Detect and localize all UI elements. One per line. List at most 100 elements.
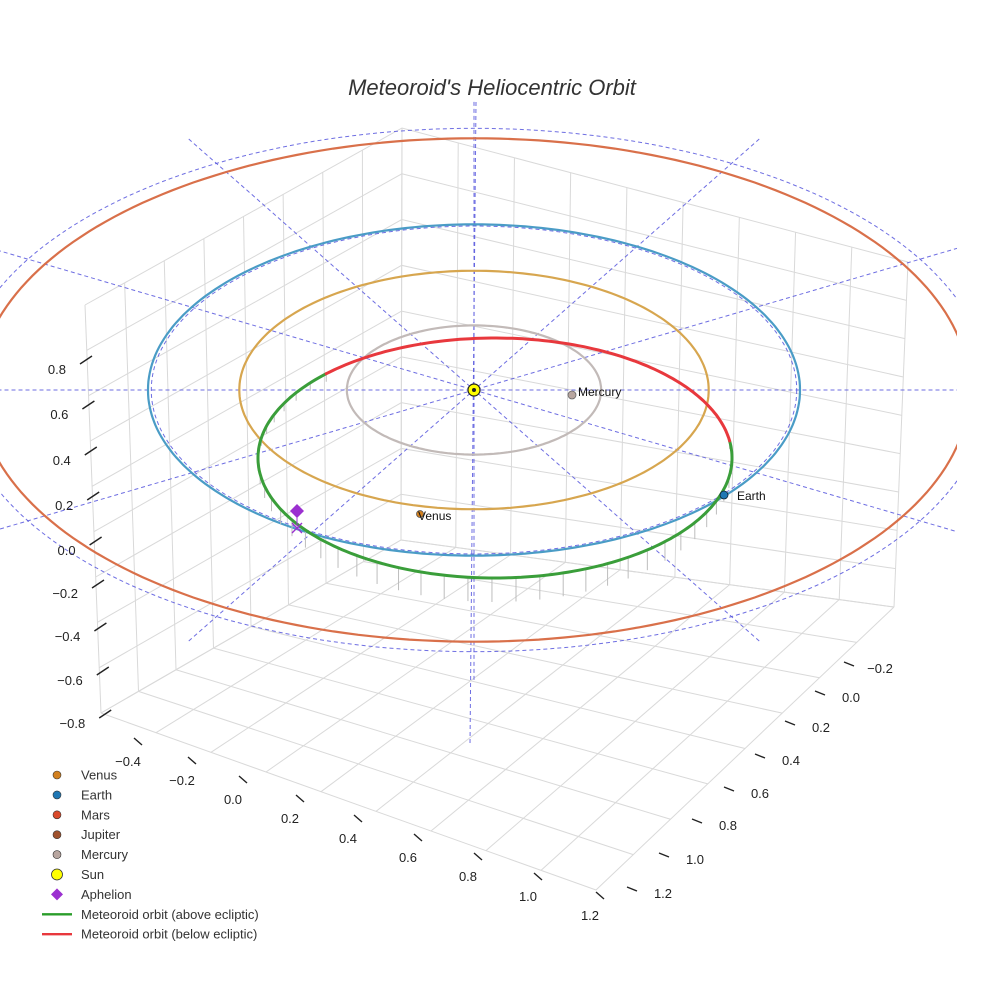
grid-line xyxy=(163,260,177,670)
grid-line xyxy=(100,539,402,714)
x-tick xyxy=(238,775,248,784)
legend-item: Venus xyxy=(52,768,118,783)
grid-line xyxy=(213,647,708,785)
x-tick-label: 0.0 xyxy=(224,792,242,807)
grid-line xyxy=(540,599,840,871)
z-tick xyxy=(98,709,112,719)
grid-line xyxy=(288,604,783,714)
grid-line xyxy=(619,187,628,570)
ecliptic-guides xyxy=(0,100,957,746)
mercury-marker xyxy=(567,390,577,400)
legend: Venus Earth Mars Jupiter Mercury Sun Aphelion M… xyxy=(42,768,259,942)
x-tick xyxy=(133,737,143,746)
grid-line xyxy=(838,247,853,600)
z-tick-label: −0.2 xyxy=(52,586,78,601)
legend-item: Mercury xyxy=(52,847,128,862)
x-tick-label: 0.2 xyxy=(281,811,299,826)
mercury-label: Mercury xyxy=(578,385,621,399)
x-tick xyxy=(533,872,543,881)
grid-line xyxy=(138,690,634,856)
earth-label: Earth xyxy=(737,489,766,503)
y-tick-label: 1.0 xyxy=(686,852,704,867)
z-tick xyxy=(96,666,110,676)
z-tick xyxy=(94,622,107,632)
y-tick-label: 0.6 xyxy=(751,786,769,801)
sun-core xyxy=(472,388,476,392)
grid-line xyxy=(361,150,364,562)
grid-line xyxy=(155,547,457,734)
legend-label: Sun xyxy=(81,867,104,882)
grid-line xyxy=(430,584,730,832)
venus-label: Venus xyxy=(418,509,451,523)
legend-item: Jupiter xyxy=(52,827,121,842)
grid-line xyxy=(97,447,898,623)
legend-marker xyxy=(51,868,63,881)
y-tick xyxy=(691,818,703,824)
x-tick xyxy=(353,814,363,823)
vertical-guide xyxy=(469,101,477,746)
legend-item: Meteoroid orbit (above ecliptic) xyxy=(42,907,259,922)
x-tick xyxy=(295,794,305,803)
y-tick xyxy=(784,720,796,726)
meteoroid-orbit-below xyxy=(324,336,732,443)
x-tick-label: 1.2 xyxy=(581,908,599,923)
grid-line xyxy=(124,282,139,692)
orbit-venus xyxy=(238,269,710,511)
y-tick xyxy=(814,690,826,696)
legend-item: Meteoroid orbit (below ecliptic) xyxy=(42,927,257,942)
grid-line xyxy=(203,238,214,649)
y-tick xyxy=(754,753,766,759)
x-tick-label: 1.0 xyxy=(519,889,537,904)
legend-marker xyxy=(52,810,62,820)
grid-line xyxy=(98,493,896,669)
axes: 0.8 0.6 0.4 0.2 0.0 −0.2 −0.4 −0.6 −0.8 −0.4 −0.2 0… xyxy=(48,355,893,923)
z-tick xyxy=(84,446,98,456)
grid-line xyxy=(455,142,459,548)
meteoroid-orbit-above xyxy=(256,372,734,580)
grid-line xyxy=(325,582,820,679)
chart-title: Meteoroid's Heliocentric Orbit xyxy=(348,75,637,100)
orbit-earth xyxy=(146,223,802,557)
grid-line xyxy=(86,173,907,351)
y-tick-label: 0.4 xyxy=(782,753,800,768)
legend-marker xyxy=(51,888,63,901)
legend-item: Aphelion xyxy=(51,887,132,902)
grid-line xyxy=(100,712,597,891)
z-tick xyxy=(86,491,100,501)
legend-marker xyxy=(52,770,62,780)
grid-line xyxy=(250,626,746,749)
grid-line xyxy=(510,157,515,555)
y-tick-label: 0.0 xyxy=(842,690,860,705)
y-tick xyxy=(723,786,735,792)
grid-line xyxy=(322,172,327,584)
y-tick xyxy=(658,852,670,858)
grid-line xyxy=(175,669,671,820)
x-tick-label: −0.4 xyxy=(115,754,141,769)
earth-marker xyxy=(719,490,729,500)
legend-item: Earth xyxy=(52,787,112,802)
grid-line xyxy=(400,127,403,541)
x-tick-label: −0.2 xyxy=(169,773,195,788)
legend-label: Meteoroid orbit (below ecliptic) xyxy=(81,927,257,942)
z-tick-label: −0.8 xyxy=(60,716,86,731)
z-tick-label: −0.6 xyxy=(57,673,83,688)
legend-label: Mars xyxy=(81,807,110,822)
legend-label: Meteoroid orbit (above ecliptic) xyxy=(81,907,259,922)
legend-marker xyxy=(52,830,62,840)
grid-line xyxy=(84,304,102,714)
z-tick-label: 0.8 xyxy=(48,362,66,377)
grid-line xyxy=(84,127,909,306)
z-tick xyxy=(82,400,95,410)
z-tick-label: 0.4 xyxy=(53,453,71,468)
legend-label: Jupiter xyxy=(81,827,121,842)
axis-grid xyxy=(84,127,909,891)
x-tick xyxy=(595,891,605,900)
x-tick xyxy=(473,852,483,861)
aphelion-marker xyxy=(290,504,304,518)
x-tick-label: 0.4 xyxy=(339,831,357,846)
orbit-mars xyxy=(0,137,957,643)
legend-item: Mars xyxy=(52,807,110,822)
x-tick xyxy=(413,833,423,842)
z-tick xyxy=(89,536,102,546)
